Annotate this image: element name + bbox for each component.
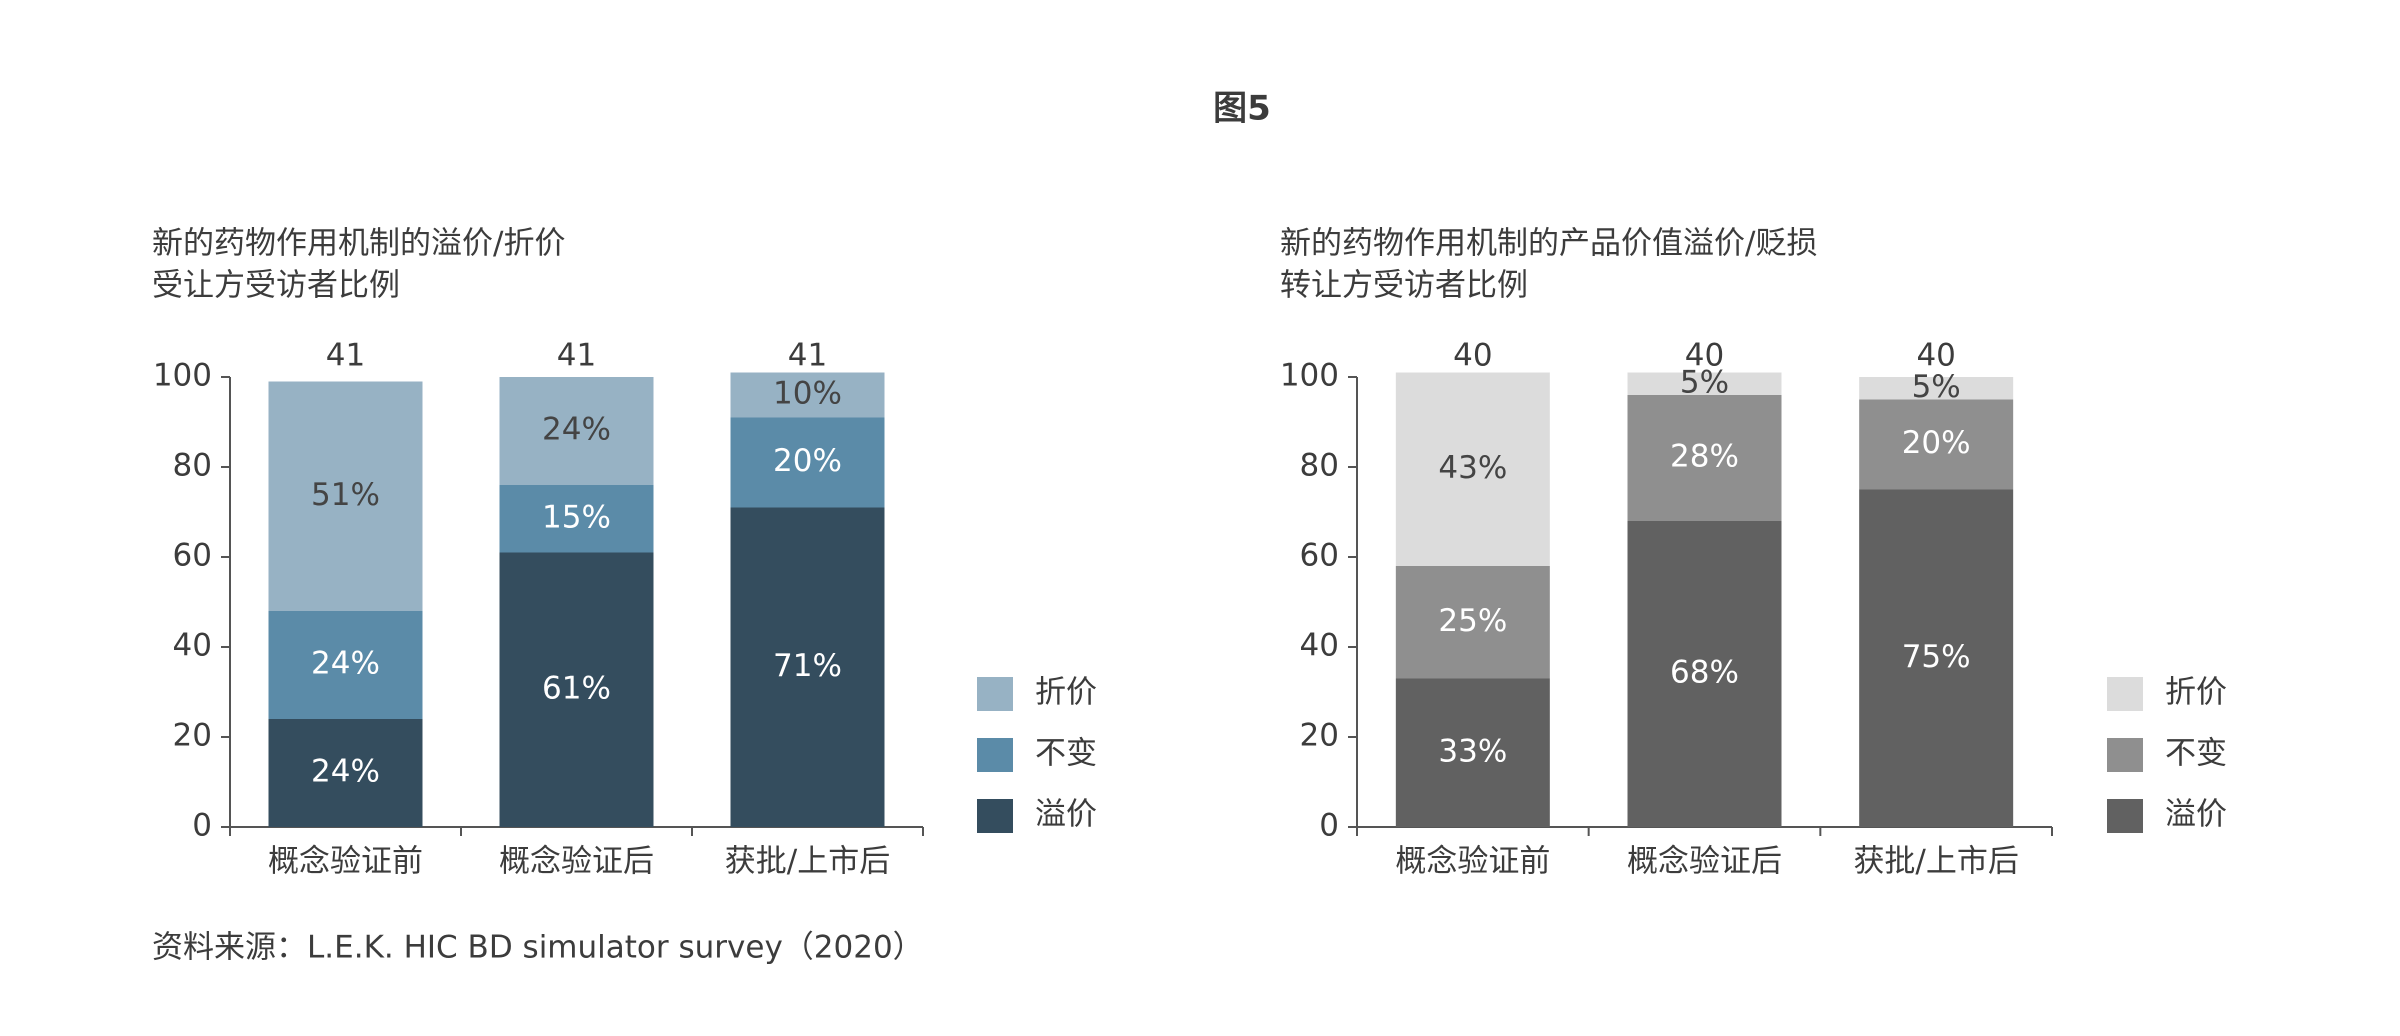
bar-segment bbox=[1627, 372, 1782, 395]
bar-segment bbox=[1395, 372, 1550, 566]
legend-label: 折价 bbox=[1035, 675, 1097, 711]
x-tick-label: 获批/上市后 bbox=[725, 844, 890, 880]
value-label: 24% bbox=[311, 646, 380, 682]
bar-total: 41 bbox=[326, 338, 365, 374]
bar-segment bbox=[499, 377, 654, 485]
y-tick-label: 100 bbox=[1280, 358, 1339, 394]
value-label: 10% bbox=[773, 376, 842, 412]
value-label: 24% bbox=[542, 412, 611, 448]
value-label: 20% bbox=[1902, 425, 1971, 461]
bar-segment bbox=[268, 381, 423, 611]
y-tick-label: 0 bbox=[192, 808, 212, 844]
bar-segment bbox=[730, 372, 885, 418]
bar-total: 40 bbox=[1916, 338, 1955, 374]
chart-subtitle: 受让方受访者比例 bbox=[152, 268, 400, 304]
value-label: 20% bbox=[773, 443, 842, 479]
chart-title: 新的药物作用机制的溢价/折价 bbox=[152, 226, 565, 262]
value-label: 51% bbox=[311, 477, 380, 513]
chart-title: 新的药物作用机制的产品价值溢价/贬损 bbox=[1280, 226, 1817, 262]
legend-swatch bbox=[977, 677, 1013, 711]
bar-total: 41 bbox=[788, 338, 827, 374]
x-tick-label: 获批/上市后 bbox=[1853, 844, 2018, 880]
value-label: 5% bbox=[1912, 369, 1961, 405]
legend-swatch bbox=[2107, 738, 2143, 772]
bar-segment bbox=[730, 417, 885, 508]
bar-total: 41 bbox=[557, 338, 596, 374]
bar-segment bbox=[1859, 377, 2014, 400]
bar-total: 40 bbox=[1453, 338, 1492, 374]
y-tick-label: 40 bbox=[173, 628, 212, 664]
legend-label: 溢价 bbox=[2165, 797, 2227, 833]
value-label: 15% bbox=[542, 499, 611, 535]
y-tick-label: 80 bbox=[1300, 448, 1339, 484]
value-label: 71% bbox=[773, 648, 842, 684]
y-tick-label: 100 bbox=[153, 358, 212, 394]
value-label: 75% bbox=[1902, 639, 1971, 675]
y-tick-label: 20 bbox=[173, 718, 212, 754]
bar-segment bbox=[1395, 566, 1550, 679]
chart-subtitle: 转让方受访者比例 bbox=[1280, 268, 1528, 304]
legend-swatch bbox=[2107, 799, 2143, 833]
bar-segment bbox=[499, 485, 654, 553]
bar-segment bbox=[268, 611, 423, 719]
bar-segment bbox=[1859, 399, 2014, 490]
y-tick-label: 40 bbox=[1300, 628, 1339, 664]
value-label: 61% bbox=[542, 670, 611, 706]
y-tick-label: 80 bbox=[173, 448, 212, 484]
y-tick-label: 20 bbox=[1300, 718, 1339, 754]
y-tick-label: 60 bbox=[1300, 538, 1339, 574]
legend-label: 折价 bbox=[2165, 675, 2227, 711]
figure-title: 图5 bbox=[1213, 89, 1271, 129]
bar-segment bbox=[268, 719, 423, 827]
y-tick-label: 0 bbox=[1319, 808, 1339, 844]
legend-swatch bbox=[2107, 677, 2143, 711]
x-tick-label: 概念验证前 bbox=[268, 844, 423, 880]
bar-segment bbox=[1859, 489, 2014, 827]
bar-segment bbox=[1627, 521, 1782, 827]
legend-label: 溢价 bbox=[1035, 797, 1097, 833]
legend-swatch bbox=[977, 799, 1013, 833]
value-label: 24% bbox=[311, 754, 380, 790]
value-label: 25% bbox=[1438, 603, 1507, 639]
bar-segment bbox=[1627, 395, 1782, 521]
legend-swatch bbox=[977, 738, 1013, 772]
x-tick-label: 概念验证后 bbox=[1627, 844, 1782, 880]
bar-total: 40 bbox=[1685, 338, 1724, 374]
x-tick-label: 概念验证后 bbox=[499, 844, 654, 880]
legend-label: 不变 bbox=[2165, 736, 2227, 772]
source-note: 资料来源：L.E.K. HIC BD simulator survey（2020… bbox=[152, 930, 924, 966]
value-label: 33% bbox=[1438, 733, 1507, 769]
bar-segment bbox=[1395, 678, 1550, 827]
value-label: 28% bbox=[1670, 439, 1739, 475]
legend-label: 不变 bbox=[1035, 736, 1097, 772]
x-tick-label: 概念验证前 bbox=[1395, 844, 1550, 880]
value-label: 68% bbox=[1670, 655, 1739, 691]
y-tick-label: 60 bbox=[173, 538, 212, 574]
value-label: 5% bbox=[1680, 364, 1729, 400]
value-label: 43% bbox=[1438, 450, 1507, 486]
bar-segment bbox=[730, 507, 885, 827]
bar-segment bbox=[499, 552, 654, 827]
